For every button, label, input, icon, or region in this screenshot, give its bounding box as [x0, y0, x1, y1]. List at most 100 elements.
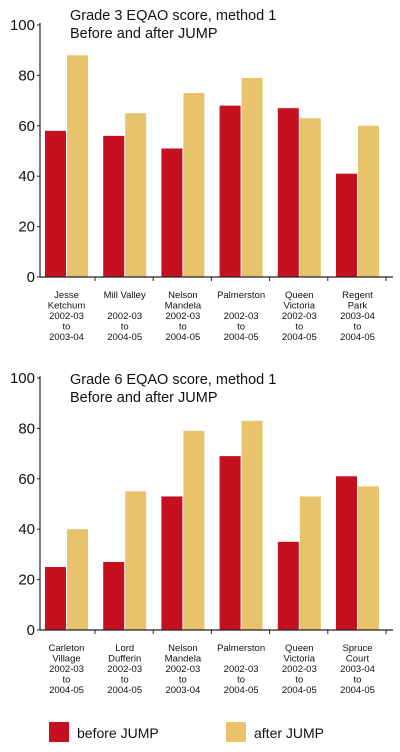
category-label: Carleton	[49, 643, 85, 654]
bar-after	[241, 420, 263, 630]
grade3-chart: Grade 3 EQAO score, method 1 Before and a…	[10, 8, 393, 343]
category-label: 2002-03	[49, 311, 84, 322]
bar-after	[299, 118, 321, 278]
category-label: 2002-03	[165, 664, 200, 675]
category-label: 2003-04	[340, 311, 375, 322]
category-label: 2002-03	[224, 311, 259, 322]
category-label: Regent	[342, 290, 373, 301]
category-label: 2004-05	[340, 332, 375, 343]
category-label: to	[121, 322, 129, 333]
category-label: 2004-05	[107, 685, 142, 696]
category-label: Palmerston	[217, 643, 265, 654]
category-label: Victoria	[284, 301, 316, 312]
category-label: Ketchum	[48, 301, 86, 312]
category-label: 2002-03	[165, 311, 200, 322]
category-label: to	[354, 675, 362, 686]
bar-before	[103, 135, 125, 277]
category-label: Court	[346, 654, 370, 665]
y-tick-label: 100	[10, 370, 35, 387]
category-label: Queen	[285, 290, 314, 301]
category-label: to	[295, 322, 303, 333]
category-label: 2004-05	[340, 685, 375, 696]
bar-before	[277, 108, 299, 277]
bar-before	[277, 541, 299, 630]
bar-after	[358, 125, 379, 277]
category-label: 2002-03	[107, 311, 142, 322]
bar-after	[125, 491, 147, 630]
y-tick-label: 80	[18, 420, 35, 437]
category-label: 2003-04	[49, 332, 84, 343]
y-tick-label: 80	[18, 67, 35, 84]
legend-label-before: before JUMP	[77, 725, 159, 741]
legend-label-after: after JUMP	[254, 725, 324, 741]
category-label: to	[63, 675, 71, 686]
grade6-chart: Grade 6 EQAO score, method 1 Before and a…	[10, 370, 393, 696]
bar-after	[299, 496, 321, 630]
category-label: 2004-05	[49, 685, 84, 696]
y-tick-label: 100	[10, 17, 35, 34]
chart-title-line: Grade 6 EQAO score, method 1	[70, 372, 276, 388]
y-tick-label: 40	[18, 521, 35, 538]
category-label: Mandela	[165, 654, 202, 665]
category-label: 2004-05	[107, 332, 142, 343]
chart-title-line: Before and after JUMP	[70, 26, 218, 42]
category-label: 2002-03	[49, 664, 84, 675]
bar-before	[336, 476, 357, 630]
category-label: Palmerston	[217, 290, 265, 301]
category-label: to	[354, 322, 362, 333]
category-label: Nelson	[168, 290, 198, 301]
bar-after	[183, 93, 205, 277]
category-label: Queen	[285, 643, 314, 654]
category-label: 2002-03	[282, 311, 317, 322]
bar-after	[358, 486, 379, 630]
category-label: Jesse	[54, 290, 79, 301]
legend-swatch-before	[49, 722, 69, 742]
bar-before	[219, 105, 241, 277]
category-label: to	[63, 322, 71, 333]
category-label: to	[237, 675, 245, 686]
chart-title-line: Before and after JUMP	[70, 390, 218, 406]
bar-after	[183, 430, 205, 630]
bar-after	[67, 529, 88, 630]
y-tick-label: 0	[27, 622, 35, 639]
chart-title-line: Grade 3 EQAO score, method 1	[70, 8, 276, 24]
category-label: Victoria	[284, 654, 316, 665]
category-label: 2003-04	[165, 685, 200, 696]
category-label: to	[179, 675, 187, 686]
category-label: 2004-05	[224, 332, 259, 343]
category-label: to	[179, 322, 187, 333]
bar-before	[45, 130, 66, 277]
category-label: Lord	[115, 643, 134, 654]
category-label: 2004-05	[165, 332, 200, 343]
bar-after	[241, 77, 263, 277]
y-tick-label: 0	[27, 269, 35, 286]
category-label: 2003-04	[340, 664, 375, 675]
y-tick-label: 20	[18, 219, 35, 236]
bar-after	[67, 55, 88, 277]
bar-before	[161, 496, 183, 630]
y-tick-label: 20	[18, 572, 35, 589]
category-label: 2004-05	[282, 332, 317, 343]
category-label: Dufferin	[108, 654, 141, 665]
category-label: 2002-03	[224, 664, 259, 675]
category-label: Mill Valley	[104, 290, 146, 301]
bar-before	[161, 148, 183, 277]
category-label: to	[237, 322, 245, 333]
y-tick-label: 40	[18, 168, 35, 185]
category-label: 2002-03	[282, 664, 317, 675]
category-label: Mandela	[165, 301, 202, 312]
y-tick-label: 60	[18, 471, 35, 488]
category-label: to	[295, 675, 303, 686]
bar-before	[219, 456, 241, 630]
bar-before	[336, 173, 357, 277]
category-label: to	[121, 675, 129, 686]
category-label: Village	[52, 654, 80, 665]
bar-before	[103, 561, 125, 630]
category-label: Park	[348, 301, 368, 312]
bar-after	[125, 113, 147, 277]
category-label: 2004-05	[282, 685, 317, 696]
category-label: 2004-05	[224, 685, 259, 696]
legend: before JUMP after JUMP	[49, 722, 324, 742]
bar-before	[45, 567, 66, 630]
